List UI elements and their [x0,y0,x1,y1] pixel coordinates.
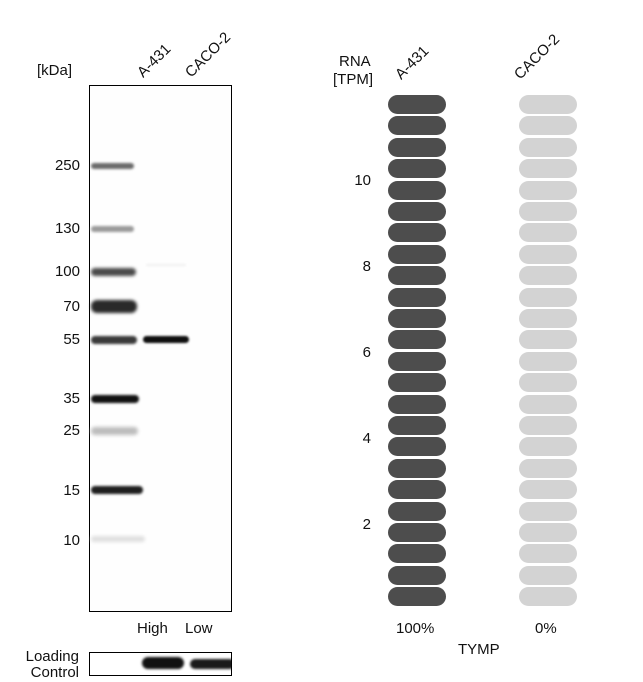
rna-pill [388,180,446,200]
ladder-band-70 [91,300,137,313]
rna-pill [519,373,577,393]
rna-pill [519,223,577,243]
rna-pill [388,565,446,585]
marker-70: 70 [63,298,80,315]
rna-ytick-4: 4 [362,430,371,447]
marker-100: 100 [54,263,80,280]
rna-pill [388,223,446,243]
rna-ytick-6: 6 [362,344,371,361]
rna-axis-label-2: [TPM] [333,71,373,88]
rna-column-label-caco2: CACO-2 [510,30,564,83]
high-label: High [137,620,168,637]
rna-ytick-8: 8 [362,258,371,275]
rna-pill [519,180,577,200]
marker-15: 15 [63,482,80,499]
marker-labels: 250 130 100 70 55 35 25 15 10 [28,0,80,600]
rna-pill [519,394,577,414]
rna-pill [388,437,446,457]
rna-column-label-a431: A-431 [391,42,433,83]
ladder-band-250 [91,163,134,169]
rna-pill [388,159,446,179]
percent-label-a431: 100% [396,620,435,637]
rna-pill [519,544,577,564]
kda-unit-label: [kDa] [37,62,73,79]
rna-ytick-10: 10 [354,172,371,189]
rna-pill [388,480,446,500]
rna-pill [388,523,446,542]
rna-pill [519,437,577,457]
rna-bar-caco2 [519,95,577,610]
ladder-band-55 [91,336,137,344]
rna-pill [519,116,577,136]
loading-control-label-1: Loading [25,648,79,665]
rna-pill [519,501,577,521]
gene-name-label: TYMP [458,641,500,658]
marker-250: 250 [54,157,80,174]
rna-pill [388,587,446,607]
ladder-band-25 [91,427,138,435]
ladder-band-10 [91,536,145,542]
rna-pill [519,159,577,179]
ladder-band-35 [91,395,139,403]
loading-band-high [142,657,184,669]
rna-pill [519,95,577,114]
rna-pill [388,501,446,521]
rna-pill [519,244,577,264]
rna-pill [519,480,577,500]
sample-band-a431-55kda [143,336,189,343]
rna-pill [519,309,577,328]
rna-pill [519,202,577,221]
rna-ytick-2: 2 [362,516,371,533]
rna-pill [388,394,446,414]
rna-pill [519,458,577,478]
rna-pill [388,458,446,478]
rna-pill [388,266,446,286]
rna-pill [388,309,446,328]
rna-pill [388,137,446,157]
ladder-band-130 [91,226,134,232]
rna-pill [519,287,577,307]
rna-pill [388,116,446,136]
marker-35: 35 [63,390,80,407]
rna-bar-a431 [388,95,446,610]
rna-pill [519,351,577,371]
rna-pill [519,137,577,157]
rna-pill [519,523,577,542]
loading-band-low [190,659,231,669]
loading-control-label-2: Control [30,664,79,681]
rna-pill [388,416,446,435]
percent-label-caco2: 0% [535,620,557,637]
rna-pill [388,95,446,114]
ladder-band-15 [91,486,143,494]
marker-55: 55 [63,331,80,348]
rna-pill [519,266,577,286]
marker-25: 25 [63,422,80,439]
rna-pill [388,202,446,221]
sample-faint-band-a431-100kda [146,264,186,266]
low-label: Low [185,620,213,637]
rna-pill [519,587,577,607]
rna-pill [519,330,577,350]
rna-pill [388,330,446,350]
blot-lane-label-a431: A-431 [133,40,175,81]
marker-130: 130 [54,220,80,237]
rna-pill [519,565,577,585]
rna-pill [519,416,577,435]
rna-pill [388,373,446,393]
loading-control-blot [89,652,232,676]
rna-pill [388,287,446,307]
marker-10: 10 [63,532,80,549]
rna-pill [388,351,446,371]
rna-axis-label-1: RNA [339,53,371,70]
blot-lane-label-caco2: CACO-2 [181,28,235,81]
rna-pill [388,544,446,564]
rna-pill [388,244,446,264]
western-blot-image [89,85,232,612]
ladder-band-100 [91,268,136,276]
